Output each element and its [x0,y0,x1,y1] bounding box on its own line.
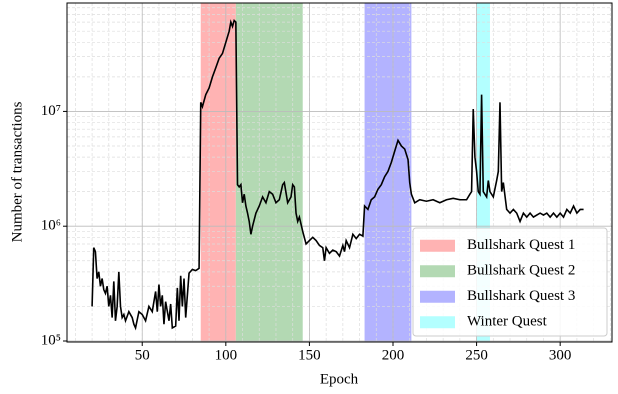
x-tick-label: 100 [215,347,238,363]
legend-label: Bullshark Quest 2 [467,263,575,279]
x-tick-label: 150 [298,347,321,363]
y-axis-label: Number of transactions [9,101,25,242]
legend-swatch [420,239,455,252]
x-tick-label: 200 [382,347,405,363]
plot-frame [66,2,613,343]
y-tick-label: 10⁵ [41,332,61,348]
legend-label: Bullshark Quest 3 [467,288,575,304]
y-tick-label: 10⁷ [41,103,61,119]
y-tick-label: 10⁶ [41,218,61,234]
legend-swatch [420,290,455,303]
shaded-span [200,3,236,342]
shaded-span [235,3,303,342]
x-axis-label: Epoch [320,371,359,387]
legend-box [412,227,608,337]
x-tick-label: 250 [465,347,488,363]
legend-label: Winter Quest [467,314,548,330]
legend: Bullshark Quest 1 Bullshark Quest 2 Bullsh… [412,227,608,337]
x-tick-label: 50 [135,347,150,363]
x-tick-label: 300 [549,347,572,363]
legend-swatch [420,265,455,278]
data-line [91,18,584,331]
legend-swatch [420,316,455,329]
legend-label: Bullshark Quest 1 [467,237,575,253]
